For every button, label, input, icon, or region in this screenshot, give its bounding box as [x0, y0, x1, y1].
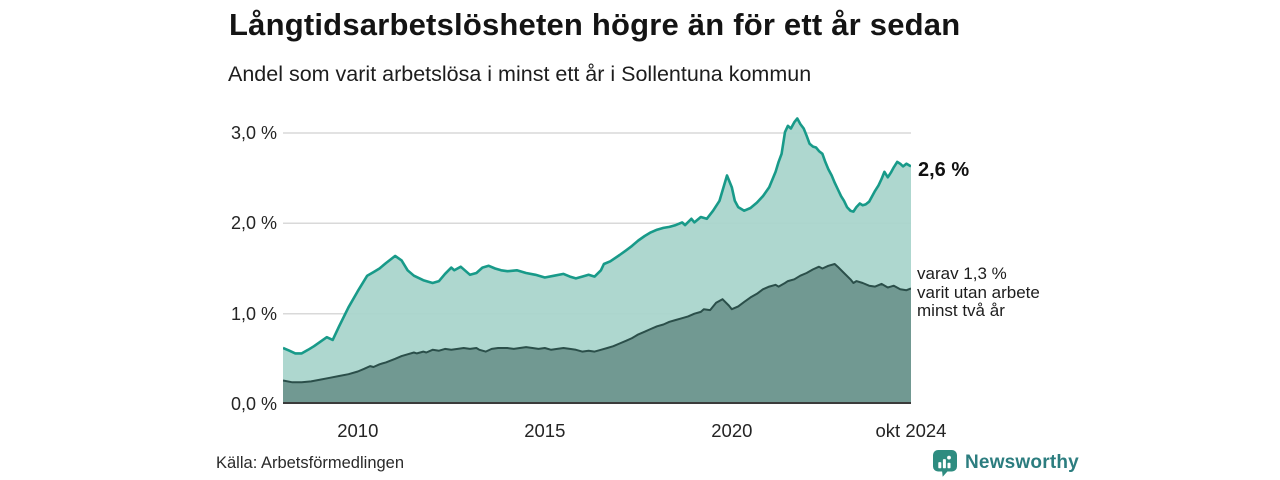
x-tick-label: 2010	[337, 420, 379, 441]
chart-canvas	[283, 117, 911, 404]
x-tick-label: 2015	[524, 420, 566, 441]
annotation-line: varav 1,3 %	[917, 264, 1007, 283]
x-tick-label: 2020	[711, 420, 753, 441]
chart-subtitle: Andel som varit arbetslösa i minst ett å…	[228, 62, 812, 86]
newsworthy-barchart-icon	[933, 450, 957, 477]
annotation-line: minst två år	[917, 301, 1005, 320]
x-tick-label: okt 2024	[875, 420, 947, 441]
series-line-1	[283, 263, 911, 384]
annotation-line: varit utan arbete	[917, 282, 1040, 302]
source-note: Källa: Arbetsförmedlingen	[216, 454, 405, 472]
y-tick-label: 1,0 %	[230, 303, 277, 324]
end-value-annotation: 2,6 %	[918, 159, 970, 181]
secondary-series-annotation: varav 1,3 % varit utan arbete minst två …	[917, 264, 1040, 321]
series-area-1	[283, 264, 911, 404]
brand-name: Newsworthy	[965, 452, 1079, 473]
page-title: Långtidsarbetslösheten högre än för ett …	[229, 7, 961, 42]
y-tick-label: 2,0 %	[230, 213, 277, 234]
y-tick-label: 0,0 %	[230, 394, 277, 414]
brand-logo: Newsworthy	[932, 449, 1079, 477]
y-tick-label: 3,0 %	[230, 123, 277, 143]
series-line-0	[283, 117, 911, 355]
